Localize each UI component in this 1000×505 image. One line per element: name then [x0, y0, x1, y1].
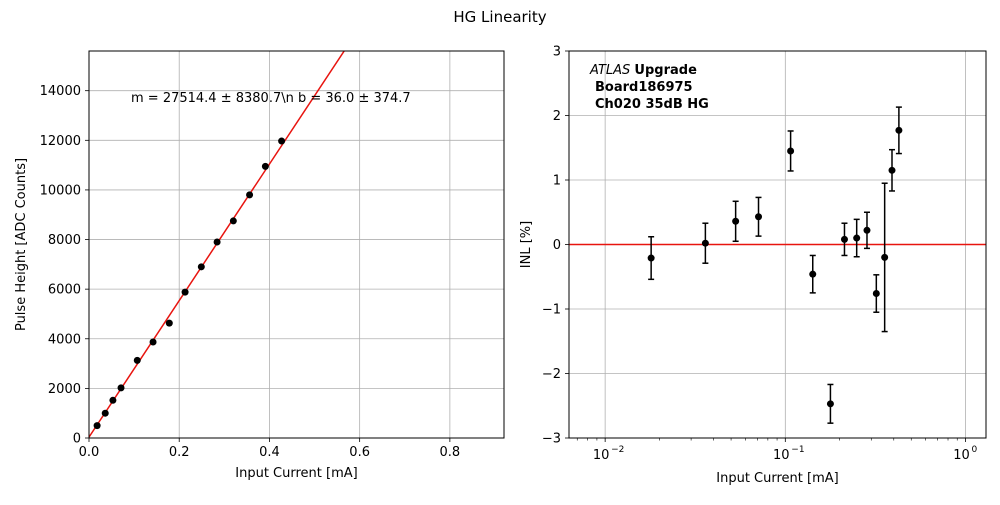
- right-points: [647, 106, 903, 424]
- left-xtick-label: 0.4: [259, 445, 280, 460]
- inl-errorbar: [853, 218, 861, 258]
- data-point: [149, 338, 157, 346]
- left-xlabel: Input Current [mA]: [235, 466, 357, 481]
- left-grid: [88, 51, 504, 439]
- left-ytick-label: 14000: [40, 84, 81, 99]
- left-ytick-label: 10000: [40, 183, 81, 198]
- inl-point: [732, 217, 740, 225]
- inl-errorbar: [647, 236, 655, 281]
- left-xtick-label: 0.6: [349, 445, 370, 460]
- right-ytick-label: 3: [553, 45, 561, 60]
- right-xtick-exponent: −1: [791, 445, 804, 455]
- inl-point: [888, 166, 896, 174]
- inl-errorbar: [755, 196, 763, 237]
- inl-point: [840, 235, 848, 243]
- left-ytick-label: 4000: [48, 332, 81, 347]
- left-ylabel: Pulse Height [ADC Counts]: [14, 158, 29, 331]
- left-ytick-label: 6000: [48, 283, 81, 298]
- right-xtick-exponent: 0: [971, 445, 977, 455]
- data-point: [213, 238, 221, 246]
- inl-point: [826, 400, 834, 408]
- right-ytick-label: −1: [542, 303, 561, 318]
- right-ytick-label: 1: [553, 174, 561, 189]
- right-ylabel: INL [%]: [519, 221, 534, 268]
- data-point: [117, 384, 125, 392]
- right-ytick-label: −3: [542, 432, 561, 447]
- left-points: [93, 137, 286, 430]
- data-point: [261, 162, 269, 170]
- data-point: [181, 288, 189, 296]
- right-ytick-label: 0: [553, 238, 561, 253]
- left-xtick-label: 0.2: [169, 445, 190, 460]
- fit-line: [89, 51, 346, 438]
- atlas-label: ATLAS Upgrade: [589, 63, 697, 78]
- left-ytick-label: 8000: [48, 233, 81, 248]
- figure-title: HG Linearity: [453, 8, 546, 26]
- inl-point: [647, 254, 655, 262]
- inl-errorbar: [787, 130, 795, 172]
- linearity-plot: 0.0 0.2 0.4 0.6 0.8 0 2000 4000 6000 8000 10000 120…: [14, 50, 505, 481]
- right-ytick-label: −2: [542, 367, 561, 382]
- data-point: [133, 356, 141, 364]
- right-xtick-label: 10: [953, 448, 970, 463]
- left-ytick-label: 2000: [48, 382, 81, 397]
- data-point: [278, 137, 286, 145]
- inl-point: [895, 126, 903, 134]
- right-xlabel: Input Current [mA]: [716, 471, 838, 486]
- data-point: [93, 422, 101, 430]
- inl-point: [881, 253, 889, 261]
- left-xtick-label: 0.0: [79, 445, 100, 460]
- inl-errorbar: [863, 211, 871, 250]
- inl-errorbar: [872, 274, 880, 313]
- right-axes-frame: [568, 50, 987, 439]
- fit-annotation: m = 27514.4 ± 8380.7\n b = 36.0 ± 374.7: [131, 91, 411, 106]
- inl-errorbar: [881, 182, 889, 333]
- right-xtick-label: 10: [593, 448, 610, 463]
- data-point: [101, 409, 109, 417]
- data-point: [165, 319, 173, 327]
- inl-errorbar: [826, 383, 834, 424]
- left-ticks: 0.0 0.2 0.4 0.6 0.8 0 2000 4000 6000 8000 10000 120…: [40, 84, 461, 460]
- data-point: [197, 263, 205, 271]
- inl-point: [853, 234, 861, 242]
- inl-point: [787, 147, 795, 155]
- inl-errorbar: [895, 106, 903, 155]
- inl-point: [755, 213, 763, 221]
- inl-point: [809, 270, 817, 278]
- left-ytick-label: 0: [73, 432, 81, 447]
- left-axes-frame: [88, 50, 505, 439]
- data-point: [229, 217, 237, 225]
- inl-point: [872, 290, 880, 298]
- inl-errorbar: [732, 200, 740, 243]
- inl-errorbar: [888, 148, 896, 192]
- right-xtick-exponent: −2: [611, 445, 624, 455]
- data-point: [246, 191, 254, 199]
- inl-errorbar: [809, 254, 817, 294]
- left-ytick-label: 12000: [40, 134, 81, 149]
- board-label: Board186975: [595, 80, 693, 95]
- channel-label: Ch020 35dB HG: [595, 97, 709, 112]
- inl-errorbar: [701, 222, 709, 264]
- inl-errorbar: [840, 222, 848, 257]
- right-ytick-label: 2: [553, 109, 561, 124]
- data-point: [109, 396, 117, 404]
- right-xtick-label: 10: [773, 448, 790, 463]
- inl-point: [863, 226, 871, 234]
- inl-point: [701, 239, 709, 247]
- left-xtick-label: 0.8: [440, 445, 461, 460]
